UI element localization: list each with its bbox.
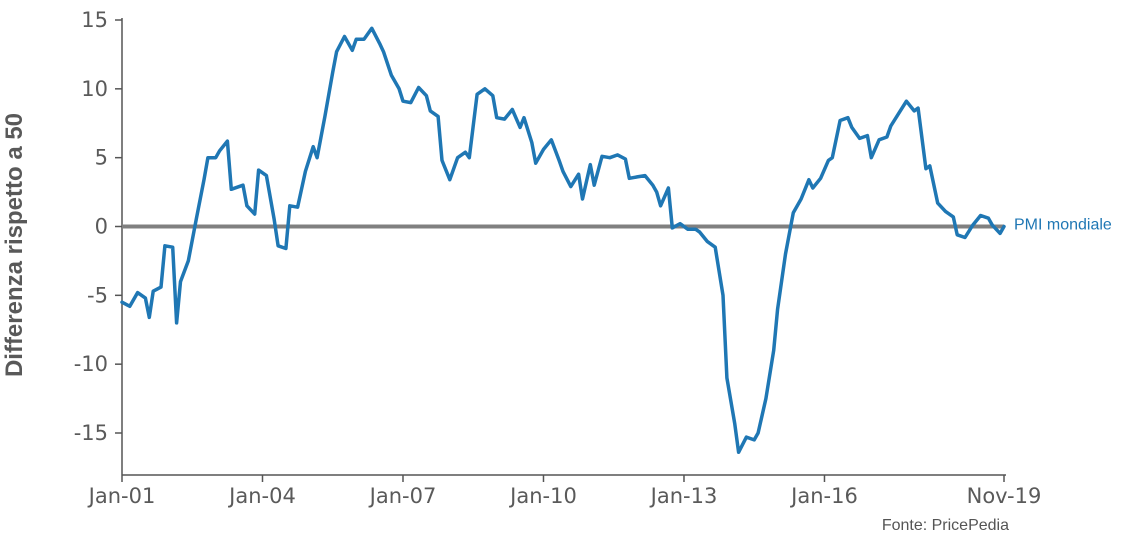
- y-axis-title: Differenza rispetto a 50: [1, 113, 28, 377]
- y-tick-label: -10: [74, 352, 108, 376]
- x-tick-label: Nov-19: [967, 484, 1042, 508]
- y-tick-label: 5: [95, 146, 108, 170]
- y-tick-label: -5: [87, 283, 108, 307]
- y-tick-label: 15: [81, 8, 108, 32]
- x-tick-label: Jan-07: [368, 484, 437, 508]
- y-axis: -15 -10 -5 0 5 10 15: [74, 8, 123, 475]
- x-tick-label: Jan-16: [789, 484, 858, 508]
- y-tick-label: 0: [95, 215, 108, 239]
- source-label: Fonte: PricePedia: [882, 517, 1009, 534]
- y-tick-label: -15: [74, 421, 108, 445]
- series-label-pmi-mondiale: PMI mondiale: [1014, 217, 1112, 234]
- x-tick-label: Jan-13: [649, 484, 718, 508]
- x-tick-label: Jan-04: [227, 484, 296, 508]
- x-axis: Jan-01 Jan-04 Jan-07 Jan-10 Jan-13 Jan-16 Nov-…: [87, 474, 1042, 508]
- y-tick-label: 10: [81, 77, 108, 101]
- x-tick-label: Jan-10: [508, 484, 577, 508]
- x-tick-label: Jan-01: [87, 484, 156, 508]
- series-line-pmi-mondiale: [120, 26, 1006, 455]
